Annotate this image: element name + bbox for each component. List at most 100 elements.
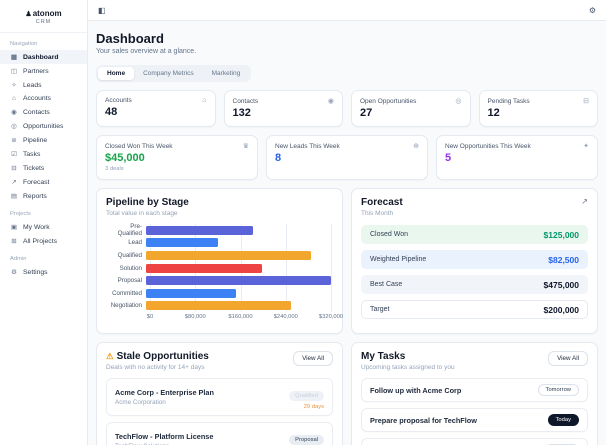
sidebar-item-dashboard[interactable]: ▦ Dashboard — [0, 50, 87, 64]
chart-row-proposal: Proposal — [106, 274, 331, 287]
stat-card-contacts[interactable]: Contacts ◉ 132 — [223, 90, 343, 127]
chart-category-label: Qualified — [117, 251, 142, 259]
sidebar-item-pipeline[interactable]: ⊜ Pipeline — [0, 133, 87, 147]
stat-card-closed-won-this-week[interactable]: Closed Won This Week ♛ $45,000 3 deals — [96, 135, 258, 180]
chart-bar-solution[interactable] — [146, 263, 262, 273]
trophy-icon: ♛ — [242, 143, 249, 150]
stat-value: 27 — [360, 107, 373, 119]
sidebar-item-label: Leads — [23, 81, 42, 89]
sidebar: ♟atonom CRM Navigation ▦ Dashboard ◫ Partner… — [0, 0, 88, 445]
tab-marketing[interactable]: Marketing — [211, 70, 241, 77]
logo-icon: ♟ — [25, 11, 32, 18]
building-icon: ⌂ — [202, 97, 207, 104]
chart-bar-proposal[interactable] — [146, 276, 331, 286]
stat-label: New Leads This Week — [275, 142, 340, 150]
tasks-title: My Tasks — [361, 351, 406, 362]
logo-text: atonom — [32, 9, 62, 18]
forecast-panel: Forecast This Month ↗ Closed Won $125,000… — [351, 188, 598, 334]
stale-opportunity-info: TechFlow - Platform License TechFlow Solu… — [115, 432, 213, 445]
sidebar-item-tickets[interactable]: ⊟ Tickets — [0, 161, 87, 175]
forecast-value: $125,000 — [543, 229, 579, 240]
chart-bar-pre-qualified[interactable] — [146, 225, 253, 235]
stat-value: 5 — [445, 152, 452, 164]
task-row[interactable]: Schedule demo with Horizon LabsFeb 25 — [361, 438, 588, 445]
chart-category-label: Committed — [112, 289, 142, 297]
sidebar-item-my-work[interactable]: ▣ My Work — [0, 220, 87, 234]
stat-card-open-opportunities[interactable]: Open Opportunities ◎ 27 — [351, 90, 471, 127]
sidebar-item-label: Opportunities — [23, 122, 64, 130]
sidebar-item-label: Partners — [23, 67, 49, 75]
opportunity-company: TechFlow Solutions — [115, 443, 213, 445]
stale-opportunity-row[interactable]: Acme Corp - Enterprise Plan Acme Corporat… — [106, 378, 333, 416]
page-title: Dashboard — [96, 31, 164, 46]
chart-row-qualified: Qualified — [106, 249, 331, 262]
topbar: ◧ ⚙ — [88, 0, 606, 21]
chart-category-label: Negotiation — [110, 302, 142, 310]
trending-up-icon: ↗ — [581, 197, 588, 206]
stat-card-new-opportunities-this-week[interactable]: New Opportunities This Week ✦ 5 — [436, 135, 598, 180]
sidebar-item-partners[interactable]: ◫ Partners — [0, 64, 87, 78]
tab-company-metrics[interactable]: Company Metrics — [143, 70, 194, 77]
sidebar-item-label: Pipeline — [23, 136, 48, 144]
forecast-row-closed-won: Closed Won $125,000 — [361, 225, 588, 244]
chart-bar-lead[interactable] — [146, 238, 219, 248]
week-cards-row: Closed Won This Week ♛ $45,000 3 deals New L… — [96, 135, 598, 180]
stat-subnote: 3 deals — [105, 166, 124, 172]
chart-track — [146, 262, 331, 275]
stat-subnote — [445, 166, 589, 172]
sidebar-item-settings[interactable]: ⚙ Settings — [0, 265, 87, 279]
gear-icon[interactable]: ⚙ — [588, 5, 596, 15]
dashboard-tabs: Home Company Metrics Marketing — [96, 65, 252, 82]
sidebar-toggle-icon[interactable]: ◧ — [98, 5, 106, 15]
chart-category-label: Solution — [119, 264, 142, 272]
axis-tick-label: $240,000 — [273, 314, 298, 321]
chart-row-lead: Lead — [106, 237, 331, 250]
stat-card-header: Pending Tasks ⊟ — [488, 97, 590, 106]
chart-row-solution: Solution — [106, 262, 331, 275]
sidebar-item-label: Accounts — [23, 95, 51, 102]
stale-opportunity-info: Acme Corp - Enterprise Plan Acme Corporat… — [115, 388, 214, 406]
stale-subtitle: Deals with no activity for 14+ days — [106, 364, 205, 371]
forecast-value: $200,000 — [543, 304, 579, 315]
tasks-icon: ☑ — [11, 151, 17, 158]
tasks-view-all-button[interactable]: View All — [548, 351, 588, 366]
sidebar-item-reports[interactable]: ▤ Reports — [0, 189, 87, 203]
sidebar-item-forecast[interactable]: ↗ Forecast — [0, 175, 87, 189]
settings-icon: ⚙ — [11, 269, 17, 276]
leads-icon: ✧ — [11, 82, 17, 89]
stale-view-all-button[interactable]: View All — [293, 351, 333, 366]
days-stale-label: 29 days — [303, 404, 324, 410]
gridline — [285, 224, 287, 313]
axis-tick-label: $320,000 — [318, 314, 344, 321]
stat-cards-row: Accounts ⌂ 48 Contacts ◉ 132 Open Opportunitie… — [96, 90, 598, 127]
stat-label: Open Opportunities — [360, 97, 417, 105]
stat-card-new-leads-this-week[interactable]: New Leads This Week ⊕ 8 — [266, 135, 428, 180]
tickets-icon: ⊟ — [11, 165, 17, 172]
chart-track — [146, 237, 331, 250]
sidebar-item-all-projects[interactable]: ⊞ All Projects — [0, 234, 87, 248]
chart-bar-committed[interactable] — [146, 288, 236, 298]
sidebar-item-leads[interactable]: ✧ Leads — [0, 78, 87, 92]
page-subtitle: Your sales overview at a glance. — [96, 48, 197, 55]
chart-bar-qualified[interactable] — [146, 250, 311, 260]
sidebar-item-contacts[interactable]: ◉ Contacts — [0, 105, 87, 119]
stat-card-accounts[interactable]: Accounts ⌂ 48 — [96, 90, 216, 127]
tab-home[interactable]: Home — [98, 67, 135, 80]
forecast-subtitle: This Month — [361, 210, 394, 217]
stat-value: 48 — [105, 106, 118, 118]
sidebar-item-tasks[interactable]: ☑ Tasks — [0, 147, 87, 161]
stale-opportunity-meta: Qualified 29 days — [289, 384, 324, 410]
chart-x-axis: $0 $80,000 $160,000 $240,000 $320,000 — [147, 312, 343, 321]
sidebar-item-accounts[interactable]: ⌂ Accounts — [0, 92, 87, 105]
stale-opportunity-row[interactable]: TechFlow - Platform License TechFlow Solu… — [106, 422, 333, 445]
task-row[interactable]: Follow up with Acme Corp Tomorrow — [361, 378, 588, 402]
chart-track — [146, 249, 331, 262]
stage-badge: Proposal — [289, 435, 324, 445]
chart-bar-negotiation[interactable] — [146, 301, 291, 311]
forecast-rows: Closed Won $125,000 Weighted Pipeline $82,5… — [361, 225, 588, 319]
bottom-row: ⚠ Stale Opportunities Deals with no activ… — [96, 342, 598, 445]
sidebar-item-opportunities[interactable]: ◎ Opportunities — [0, 119, 87, 133]
stat-card-pending-tasks[interactable]: Pending Tasks ⊟ 12 — [478, 90, 598, 127]
task-row[interactable]: Prepare proposal for TechFlow Today — [361, 408, 588, 432]
users-icon: ◉ — [327, 98, 334, 105]
